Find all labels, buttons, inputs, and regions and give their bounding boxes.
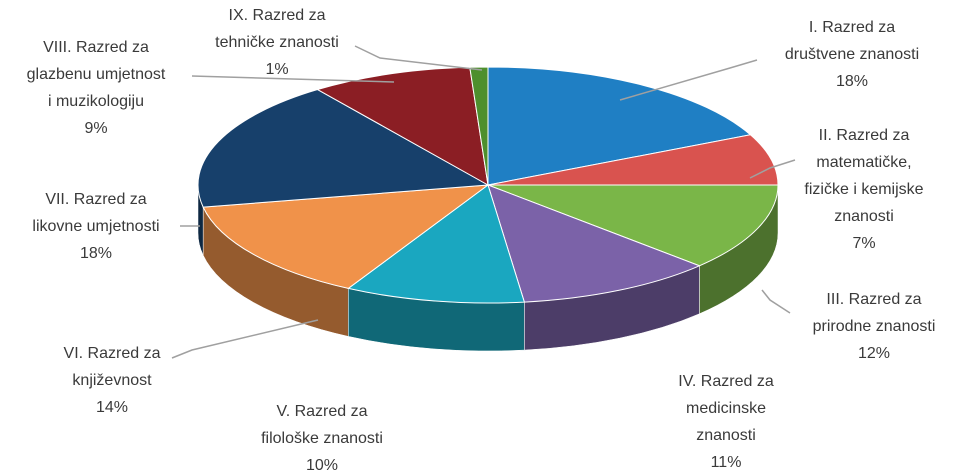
value-label: 7% — [852, 235, 875, 252]
slice-label: IX. Razred za tehničke znanosti — [215, 7, 339, 51]
leader-line — [191, 75, 395, 83]
slice-label: IV. Razred za medicinske znanosti — [678, 373, 774, 444]
value-label: 9% — [84, 120, 107, 137]
leader-line — [354, 45, 483, 71]
leader-line — [171, 319, 319, 359]
slice — [487, 184, 701, 303]
slice — [487, 184, 779, 267]
slice-label: I. Razred za društvene znanosti — [785, 19, 919, 63]
value-label: 1% — [265, 61, 288, 78]
slice-label: III. Razred za prirodne znanosti — [813, 291, 936, 335]
slice-label: VII. Razred za likovne umjetnosti — [32, 191, 159, 235]
leader-line — [761, 289, 791, 314]
slice-label: VIII. Razred za glazbenu umjetnost i muzik… — [27, 39, 166, 110]
value-label: 11% — [711, 454, 742, 471]
value-label: 14% — [96, 399, 128, 416]
slice — [197, 88, 490, 208]
leader-line — [749, 159, 796, 179]
value-label: 18% — [836, 73, 868, 90]
slice — [487, 66, 752, 186]
value-label: 10% — [306, 457, 338, 474]
slice — [469, 66, 489, 186]
slice — [487, 134, 779, 186]
slice-label: II. Razred za matematičke, fizičke i kemij… — [804, 127, 923, 225]
slice-label: VI. Razred za književnost — [64, 345, 161, 389]
value-label: 12% — [858, 345, 890, 362]
slice — [202, 184, 490, 289]
slice — [347, 184, 526, 304]
leader-line — [619, 59, 758, 101]
value-label: 18% — [80, 245, 112, 262]
slice-label: V. Razred za filološke znanosti — [261, 403, 383, 447]
